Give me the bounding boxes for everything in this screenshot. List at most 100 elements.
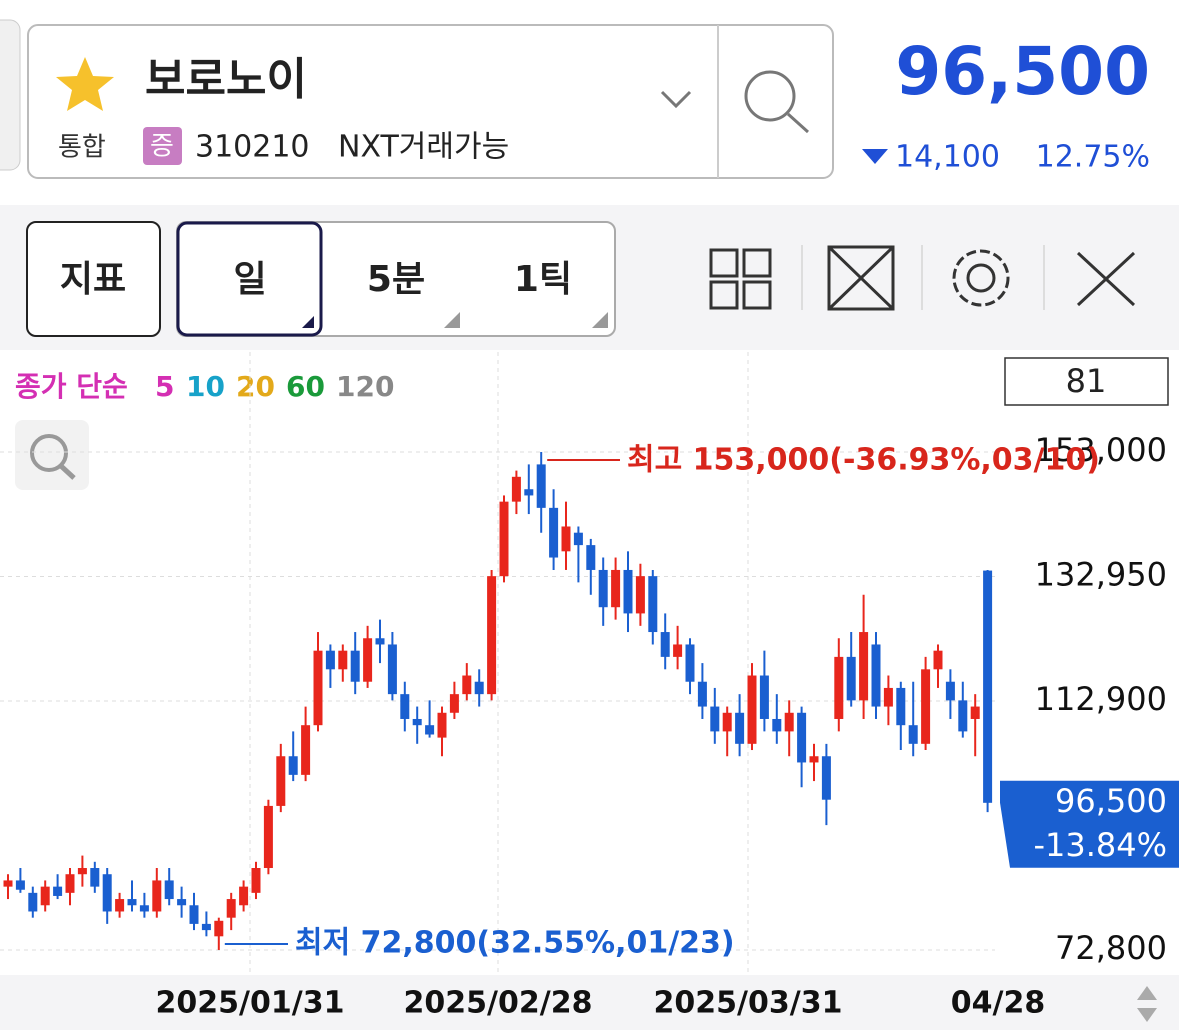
- price: 96,500: [895, 33, 1150, 110]
- candle-body: [40, 886, 50, 906]
- zoom-icon: [30, 434, 68, 472]
- candle-body: [846, 656, 856, 701]
- candle-body: [201, 923, 211, 931]
- candle-body: [77, 868, 87, 875]
- candle-body: [152, 880, 162, 912]
- candle-body: [685, 644, 695, 682]
- candle-body: [797, 712, 807, 763]
- down-arrow: [862, 149, 888, 164]
- candle-body: [970, 706, 980, 719]
- rate: 12.75%: [1036, 140, 1150, 175]
- side-tab[interactable]: [0, 19, 21, 171]
- badge-bg: [143, 127, 182, 165]
- y-tick-label: 132,950: [1035, 555, 1167, 593]
- stock-box[interactable]: [27, 24, 834, 179]
- candle-body: [660, 632, 670, 657]
- candle-body: [573, 532, 583, 546]
- candle-body: [586, 545, 596, 570]
- candle-body: [536, 464, 546, 508]
- candle-body: [747, 675, 757, 744]
- candle-body: [772, 718, 782, 732]
- last-price-box: [1000, 780, 1179, 868]
- x-tick-label: 2025/01/31: [156, 986, 345, 1021]
- candle-body: [449, 694, 459, 713]
- corner: [444, 312, 460, 328]
- candle-body: [821, 756, 831, 800]
- candle-body: [710, 706, 720, 732]
- market: 통합: [58, 133, 106, 163]
- candle-body: [53, 886, 63, 896]
- indicator-button[interactable]: [26, 221, 161, 337]
- candle-body: [598, 569, 608, 608]
- candle-body: [28, 892, 38, 912]
- candle-body: [251, 868, 261, 893]
- candle-body: [15, 880, 25, 890]
- candle-body: [350, 650, 360, 682]
- favorite-star[interactable]: [56, 57, 114, 111]
- stock-name: 보로노이: [145, 54, 307, 105]
- candle-body: [127, 899, 137, 906]
- candle-body: [871, 644, 881, 707]
- legend-item: 120: [336, 370, 394, 403]
- candle-body: [412, 718, 422, 726]
- candle-body: [834, 656, 844, 719]
- candle-body: [784, 712, 794, 732]
- high-annotation: 최고 153,000(-36.93%,03/10): [627, 442, 1100, 477]
- candle-body: [189, 905, 199, 924]
- candle-body: [313, 650, 323, 726]
- stock-tag: NXT거래가능: [338, 130, 509, 165]
- candle-body: [499, 501, 509, 577]
- badge: 증: [150, 132, 174, 162]
- candle-body: [635, 576, 645, 614]
- scroll-up[interactable]: [1137, 986, 1157, 1000]
- x-tick-label: 2025/03/31: [654, 986, 843, 1021]
- legend-item: 10: [186, 370, 225, 403]
- candle-body: [697, 681, 707, 707]
- legend-label: 종가 단순: [15, 370, 128, 403]
- scroll-down[interactable]: [1137, 1008, 1157, 1022]
- candle-body: [549, 507, 559, 558]
- y-tick-label: 153,000: [1035, 431, 1167, 469]
- candle-body: [933, 650, 943, 670]
- candle-body: [214, 920, 224, 937]
- search-icon[interactable]: [744, 70, 796, 122]
- candle-body: [139, 905, 149, 912]
- candle-body: [3, 880, 13, 887]
- candle-body: [759, 675, 769, 719]
- candle-body: [809, 756, 819, 763]
- candle-body: [511, 476, 521, 502]
- candle-body: [239, 886, 249, 906]
- corner: [592, 312, 608, 328]
- search-handle: [786, 112, 810, 134]
- legend-item: 60: [286, 370, 325, 403]
- candle-body: [276, 756, 286, 806]
- candle-body: [735, 712, 745, 744]
- toolbar-icons[interactable]: [709, 245, 1136, 311]
- y-tick-label: 72,800: [1055, 929, 1167, 967]
- candle-body: [437, 712, 447, 738]
- candle-body: [263, 805, 273, 869]
- period-selected[interactable]: [176, 221, 323, 337]
- zoom-button[interactable]: [15, 420, 89, 490]
- candle-body: [400, 694, 410, 719]
- candle-body: [945, 681, 955, 701]
- period[interactable]: 1틱: [514, 259, 572, 300]
- last-price: 96,500: [1055, 782, 1167, 820]
- dropdown[interactable]: [660, 90, 692, 109]
- candle-body: [462, 675, 472, 695]
- candle-body: [958, 700, 968, 732]
- candle-body: [859, 632, 869, 701]
- candle-body: [164, 880, 174, 900]
- legend-item: 20: [236, 370, 275, 403]
- period[interactable]: 5분: [367, 259, 425, 300]
- candle-body: [623, 569, 633, 614]
- candle-body: [524, 489, 534, 496]
- period[interactable]: 일: [233, 259, 266, 300]
- stock-code: 310210: [195, 130, 310, 165]
- candle-body: [611, 569, 621, 608]
- candle-body: [375, 638, 385, 645]
- candle-body: [387, 644, 397, 695]
- candle-body: [102, 874, 112, 912]
